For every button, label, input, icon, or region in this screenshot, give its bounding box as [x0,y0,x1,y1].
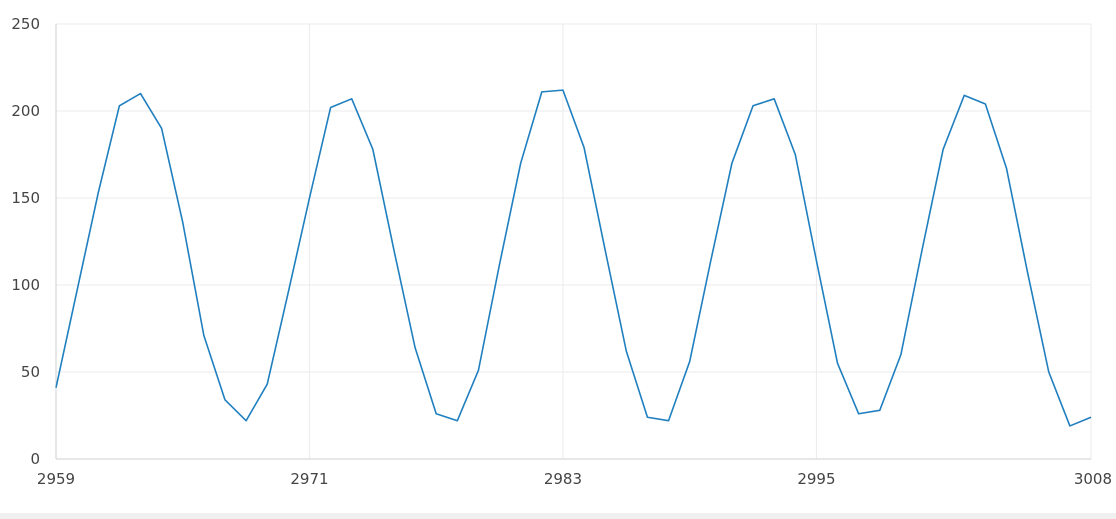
series-lines [55,89,1092,427]
x-tick-label-1: 2971 [290,470,328,488]
x-tick-label-0: 2959 [37,470,75,488]
y-tick-label-2: 100 [11,276,40,294]
y-tick-label-1: 50 [21,363,40,381]
y-tick-label-3: 150 [11,189,40,207]
x-grid-lines [308,24,1092,459]
x-tick-label-2: 2983 [544,470,582,488]
y-tick-label-0: 0 [30,450,40,468]
bottom-strip [0,513,1116,519]
series-line-0 [55,89,1092,427]
y-tick-labels: 0 50 100 150 200 250 [11,15,40,468]
y-grid-lines [56,23,1091,373]
x-tick-label-4: 3008 [1074,470,1112,488]
x-tick-labels: 2959 2971 2983 2995 3008 [37,470,1112,488]
y-tick-label-4: 200 [11,102,40,120]
x-tick-label-3: 2995 [797,470,835,488]
y-tick-label-5: 250 [11,15,40,33]
